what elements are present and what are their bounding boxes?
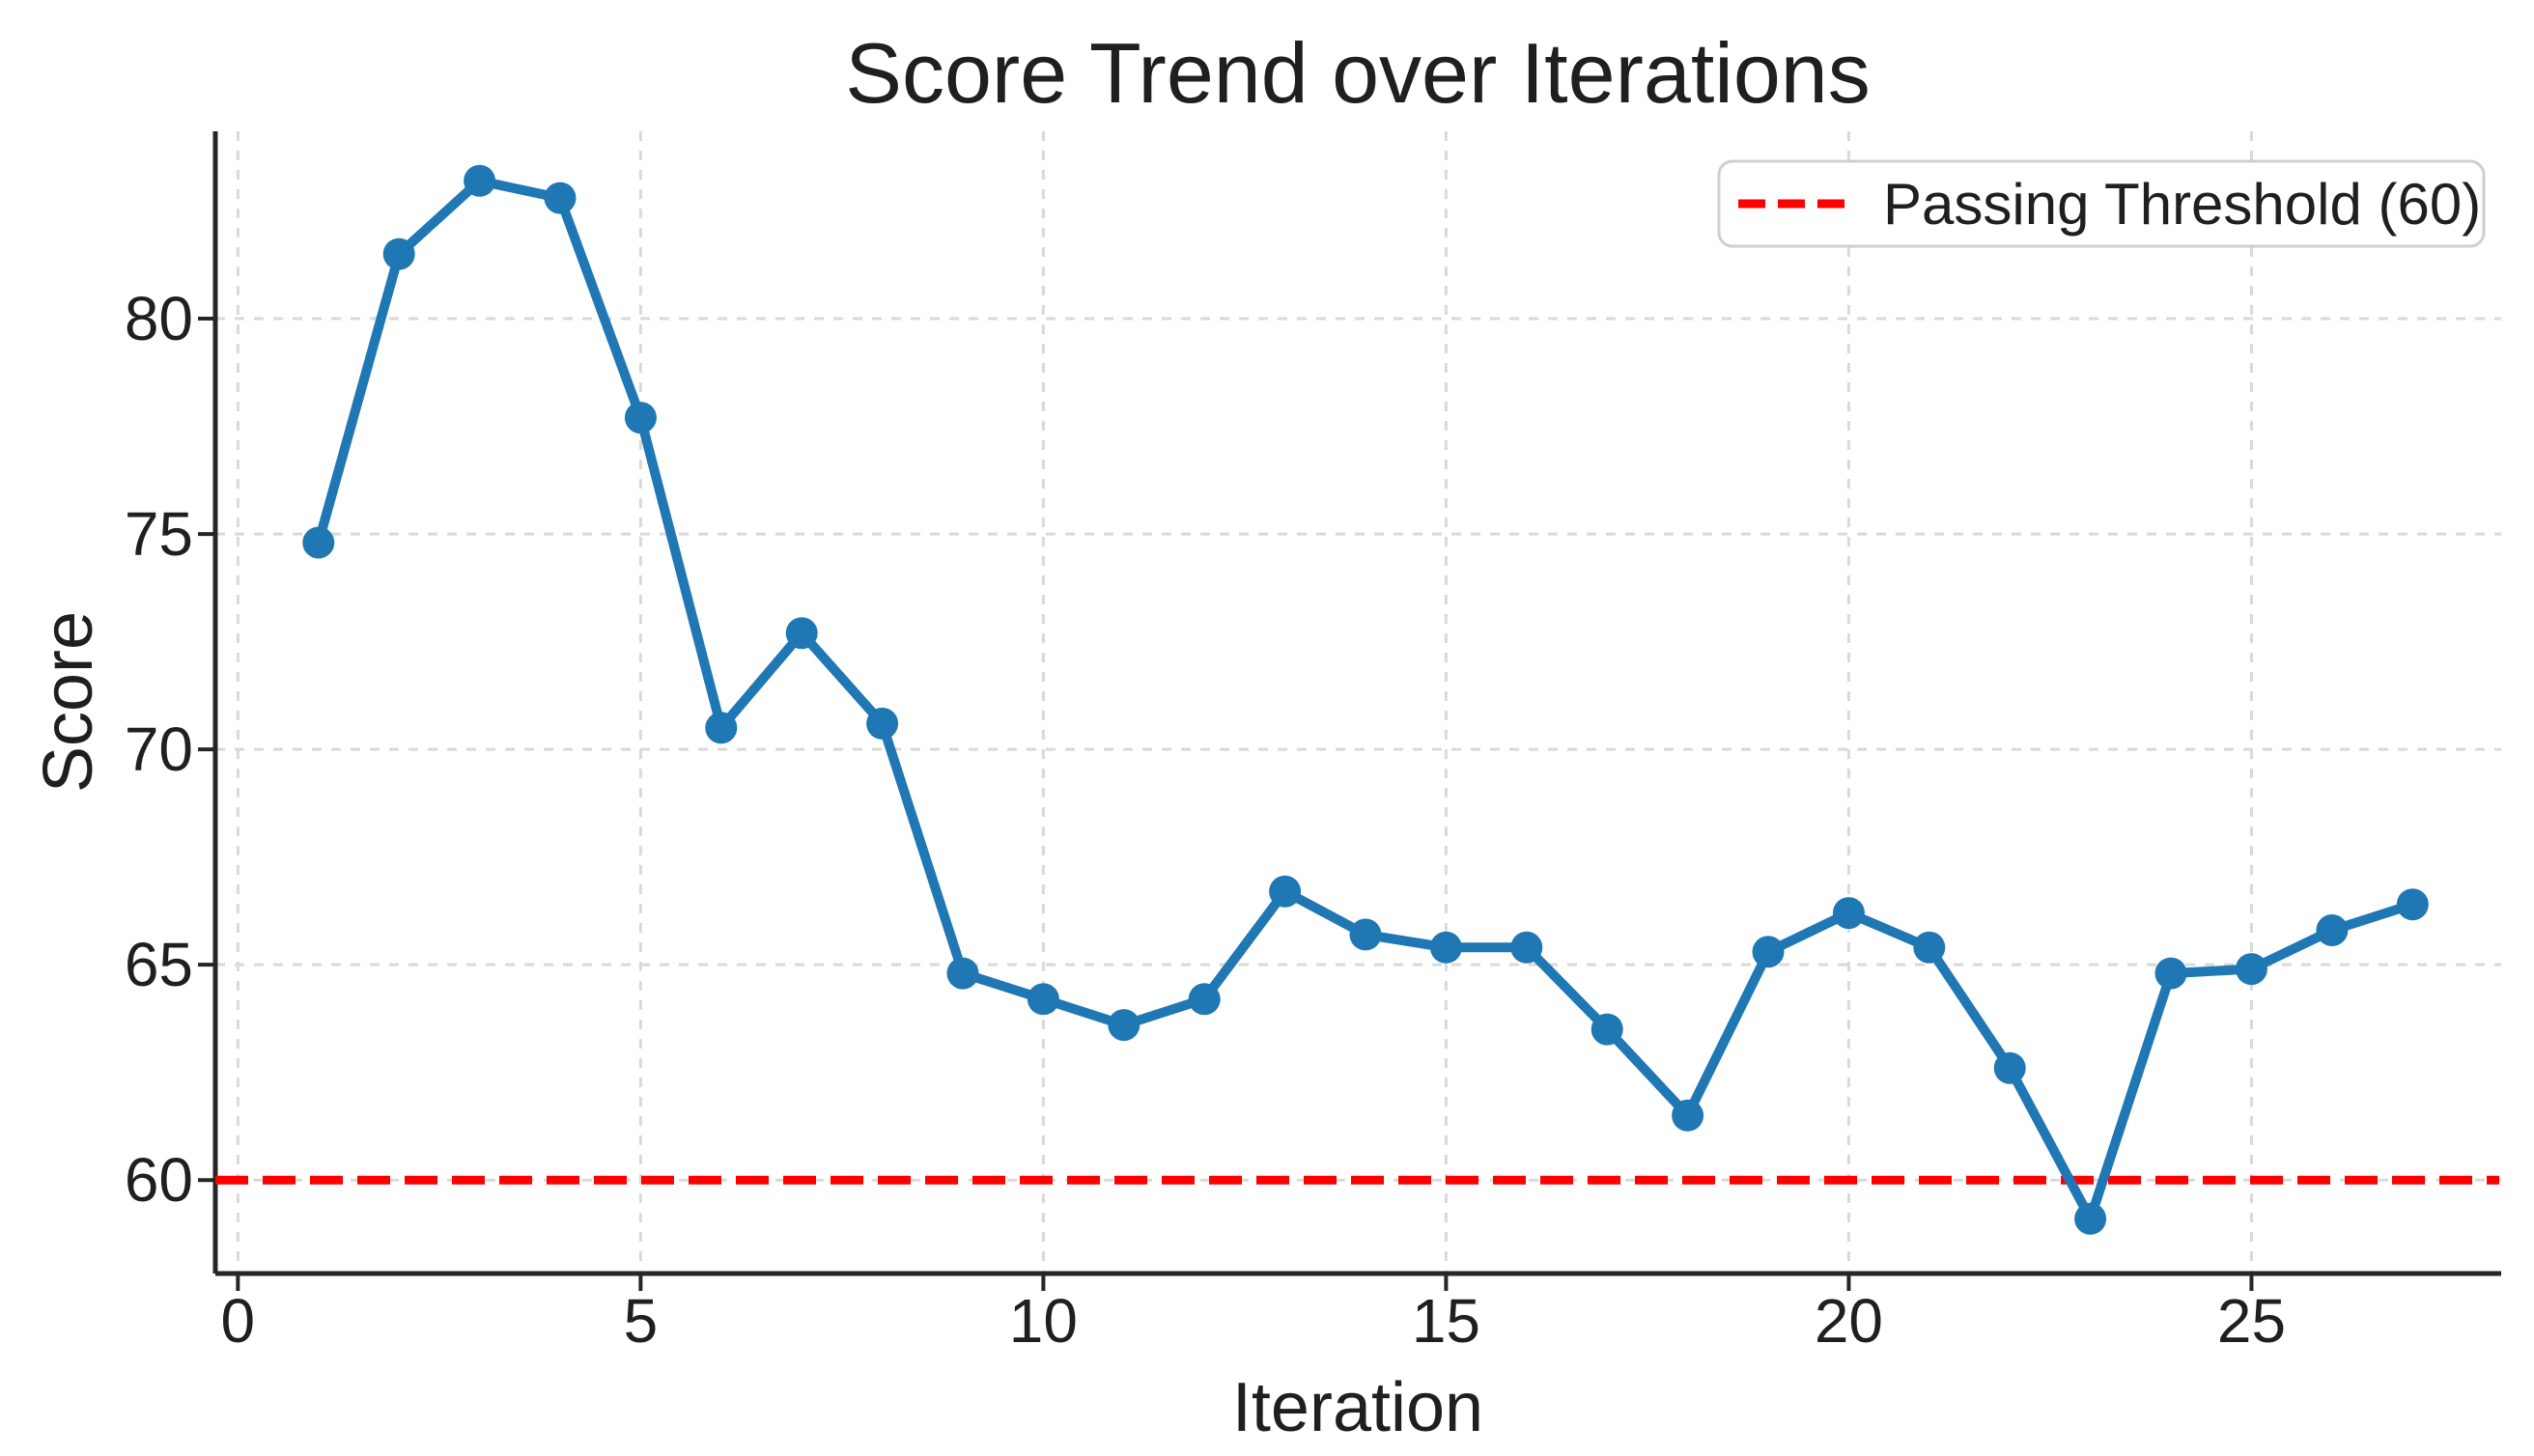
- chart-title: Score Trend over Iterations: [845, 25, 1870, 121]
- data-point-iter-23: [2074, 1202, 2107, 1235]
- data-point-iter-16: [1510, 931, 1543, 964]
- data-point-iter-6: [705, 712, 738, 744]
- data-point-iter-1: [302, 526, 335, 559]
- data-point-iter-24: [2154, 957, 2187, 990]
- y-tick-label-70: 70: [125, 714, 193, 784]
- data-point-iter-26: [2316, 914, 2349, 946]
- x-tick-label-0: 0: [221, 1286, 256, 1356]
- data-point-iter-4: [544, 182, 577, 214]
- data-point-iter-15: [1429, 931, 1462, 964]
- data-point-iter-8: [866, 707, 899, 740]
- series-layer: [215, 164, 2499, 1235]
- data-point-iter-3: [464, 164, 496, 197]
- data-point-iter-2: [382, 238, 415, 270]
- legend: Passing Threshold (60): [1717, 159, 2486, 248]
- x-tick-label-20: 20: [1815, 1286, 1883, 1356]
- data-point-iter-18: [1672, 1099, 1704, 1132]
- data-point-iter-22: [1993, 1051, 2026, 1084]
- data-point-iter-25: [2235, 953, 2267, 986]
- y-tick-label-60: 60: [125, 1145, 193, 1215]
- y-tick-label-80: 80: [125, 284, 193, 353]
- y-tick-label-65: 65: [125, 930, 193, 999]
- y-axis-label: Score: [30, 611, 107, 793]
- legend-box: [1717, 159, 2486, 248]
- data-point-iter-10: [1027, 983, 1059, 1016]
- x-tick-label-5: 5: [624, 1286, 659, 1356]
- score-line: [313, 176, 2418, 1224]
- data-point-iter-12: [1188, 983, 1221, 1016]
- data-point-iter-20: [1832, 897, 1865, 930]
- x-tick-label-25: 25: [2217, 1286, 2286, 1356]
- grid-layer: [215, 131, 2501, 1274]
- legend-item-label: Passing Threshold (60): [1883, 172, 2481, 237]
- data-point-iter-27: [2396, 888, 2429, 921]
- data-point-iter-14: [1349, 918, 1382, 951]
- data-point-iter-13: [1269, 875, 1302, 908]
- data-point-iter-11: [1108, 1009, 1140, 1042]
- data-point-iter-7: [785, 617, 818, 650]
- data-point-iter-9: [946, 957, 979, 990]
- data-point-iter-19: [1752, 936, 1785, 968]
- data-point-iter-5: [624, 402, 657, 434]
- x-tick-label-10: 10: [1009, 1286, 1078, 1356]
- axes-layer: 0 5 10 15 20 25 60 65 70 75 80: [125, 131, 2501, 1356]
- x-axis-label: Iteration: [1232, 1369, 1483, 1446]
- data-point-iter-21: [1913, 931, 1946, 964]
- y-tick-label-75: 75: [125, 499, 193, 569]
- x-tick-label-15: 15: [1412, 1286, 1480, 1356]
- data-point-iter-17: [1591, 1013, 1623, 1046]
